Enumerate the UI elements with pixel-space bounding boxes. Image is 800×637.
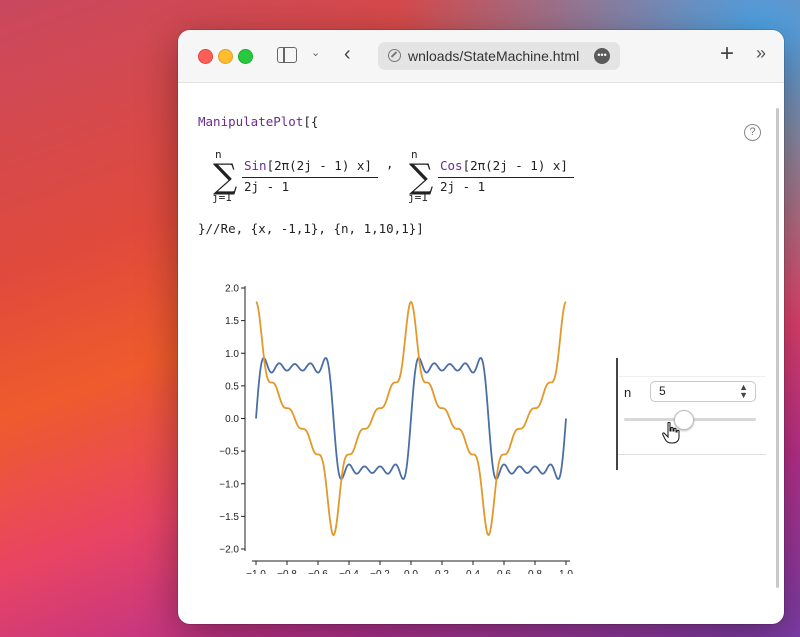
y-tick-label: −2.0	[219, 545, 239, 556]
sum1-lower: j=1	[212, 191, 232, 204]
x-tick-label: −0.8	[277, 569, 297, 574]
compass-icon	[388, 49, 401, 62]
scrollbar[interactable]	[776, 108, 779, 588]
fraction-line	[242, 177, 378, 178]
series-line-sin	[255, 357, 567, 480]
code-line-3: }//Re, {x, -1,1}, {n, 1,10,1}]	[198, 221, 424, 236]
series-line-cos	[255, 300, 567, 537]
y-tick-label: −1.5	[219, 512, 239, 523]
y-tick-label: 0.5	[225, 381, 239, 392]
url-text: wnloads/StateMachine.html	[408, 48, 580, 64]
stepper-arrows-icon[interactable]: ▲ ▼	[739, 382, 748, 400]
sigma-icon: ∑	[213, 157, 238, 197]
new-tab-button[interactable]: +	[720, 40, 735, 67]
x-tick-label: 1.0	[559, 569, 573, 574]
sum1-arg: [2π(2j - 1) x]	[266, 158, 372, 173]
n-value[interactable]: 5	[659, 384, 666, 398]
sum2-lower: j=1	[408, 191, 428, 204]
manipulate-controls: n 5 ▲ ▼	[616, 358, 766, 470]
close-window-button[interactable]	[198, 49, 213, 64]
x-tick-label: 0.4	[466, 569, 480, 574]
parameter-label: n	[624, 385, 632, 400]
sigma-icon: ∑	[409, 157, 434, 197]
y-tick-label: −0.5	[219, 447, 239, 458]
zoom-window-button[interactable]	[238, 49, 253, 64]
sum1-denominator: 2j - 1	[244, 179, 290, 194]
address-bar[interactable]: wnloads/StateMachine.html •••	[378, 42, 620, 70]
sum1-fn: Sin	[244, 158, 267, 173]
fn-name: ManipulatePlot	[198, 114, 304, 129]
x-tick-label: 0.6	[497, 569, 511, 574]
hand-cursor-icon	[662, 422, 680, 444]
comma: ,	[386, 156, 394, 171]
x-tick-label: 0.2	[435, 569, 449, 574]
n-slider-thumb[interactable]	[673, 410, 694, 430]
y-tick-label: 1.5	[225, 316, 239, 327]
sum1-upper: n	[215, 148, 222, 161]
page-menu-icon[interactable]: •••	[594, 48, 610, 64]
sidebar-toggle-icon[interactable]	[277, 47, 297, 63]
x-tick-label: −1.0	[246, 569, 266, 574]
fraction-line	[438, 177, 574, 178]
y-tick-label: −1.0	[219, 479, 239, 490]
panel-divider	[616, 358, 618, 470]
browser-window: ⌄ ‹ wnloads/StateMachine.html ••• + » ? …	[178, 30, 784, 624]
sum2-fn: Cos	[440, 158, 463, 173]
n-value-stepper[interactable]: 5 ▲ ▼	[650, 381, 756, 402]
sum2-denominator: 2j - 1	[440, 179, 486, 194]
sum1-numerator: Sin[2π(2j - 1) x]	[244, 158, 372, 173]
back-button[interactable]: ‹	[344, 43, 351, 65]
plot: −2.0 −1.5 −1.0 −0.5 0.0 0.5 1.0 1.5 2.0 −1.0 −0.8 −…	[219, 284, 573, 575]
x-tick-label: −0.2	[370, 569, 390, 574]
code-bracket: [{	[303, 114, 319, 129]
x-tick-label: 0.8	[528, 569, 542, 574]
x-tick-label: 0.0	[404, 569, 418, 574]
sum2-upper: n	[411, 148, 418, 161]
chevron-down-icon[interactable]: ⌄	[311, 47, 321, 59]
sum2-numerator: Cos[2π(2j - 1) x]	[440, 158, 568, 173]
help-icon[interactable]: ?	[744, 124, 761, 141]
sum2-arg: [2π(2j - 1) x]	[462, 158, 568, 173]
tab-overview-button[interactable]: »	[756, 43, 767, 63]
x-tick-label: −0.6	[308, 569, 328, 574]
browser-toolbar: ⌄ ‹ wnloads/StateMachine.html ••• + »	[178, 30, 784, 83]
y-tick-label: 0.0	[225, 414, 239, 425]
minimize-window-button[interactable]	[218, 49, 233, 64]
y-tick-label: 2.0	[225, 284, 239, 295]
x-tick-label: −0.4	[339, 569, 359, 574]
panel-rule-top	[618, 376, 766, 377]
panel-rule-bottom	[618, 454, 766, 455]
y-tick-label: 1.0	[225, 349, 239, 360]
code-line-1: ManipulatePlot[{	[198, 114, 318, 129]
